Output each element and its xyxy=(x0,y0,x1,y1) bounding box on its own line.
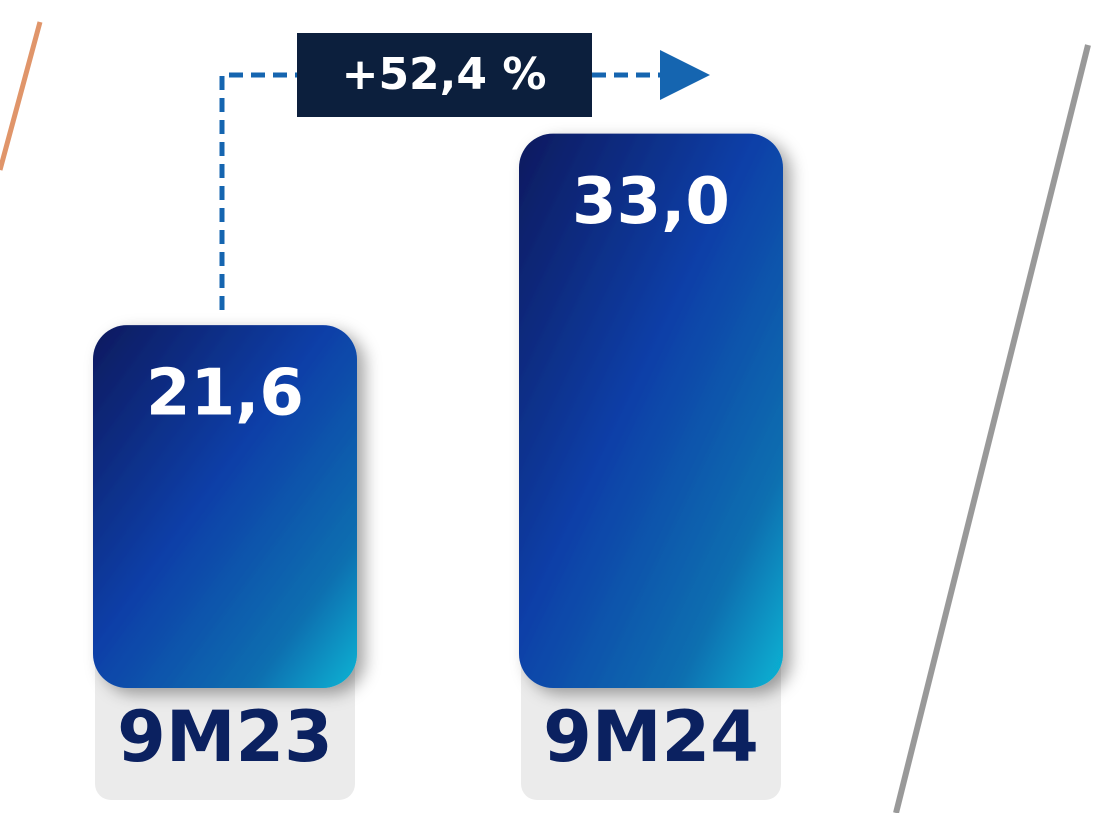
annotation: +52,4 % xyxy=(342,49,547,100)
bar xyxy=(93,325,357,688)
decoration xyxy=(0,19,1091,813)
value-label: 33,0 xyxy=(572,165,730,239)
x-tick-label: 9M23 xyxy=(117,696,333,778)
x-tick-label: 9M24 xyxy=(543,696,759,778)
growth-arrow: +52,4 % xyxy=(219,33,710,310)
bar xyxy=(519,133,783,689)
value-label: 21,6 xyxy=(146,357,304,431)
